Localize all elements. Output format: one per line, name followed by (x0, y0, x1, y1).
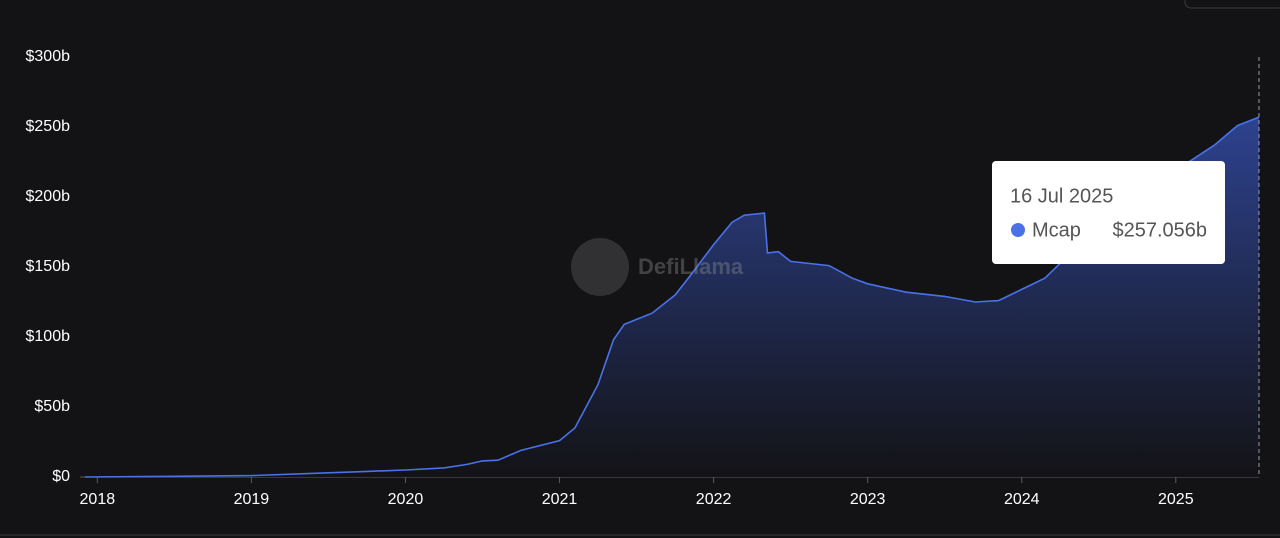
watermark: DefiLlama (571, 238, 744, 296)
tooltip-value: $257.056b (1112, 219, 1207, 241)
tooltip-title: 16 Jul 2025 (1010, 185, 1113, 207)
x-tick-label: 2018 (80, 491, 116, 508)
x-tick-label: 2024 (1004, 491, 1040, 508)
y-tick-label: $50b (34, 398, 70, 415)
y-tick-label: $200b (26, 188, 71, 205)
x-tick-label: 2019 (234, 491, 270, 508)
tooltip: 16 Jul 2025 Mcap $257.056b (992, 161, 1225, 264)
y-tick-label: $0 (52, 468, 70, 485)
y-tick-label: $250b (26, 118, 71, 135)
y-tick-label: $100b (26, 328, 71, 345)
tooltip-dot (1011, 223, 1025, 237)
x-tick-label: 2025 (1158, 491, 1194, 508)
x-tick-label: 2020 (388, 491, 424, 508)
watermark-text: DefiLlama (638, 254, 744, 279)
tooltip-series: Mcap (1032, 219, 1081, 241)
line (84, 116, 1260, 478)
y-tick-label: $300b (26, 48, 71, 65)
x-tick-label: 2023 (850, 491, 886, 508)
plot-area: $0 $50b $100b $150b $200b $250b $300b 2018 2019 2… (26, 48, 1260, 508)
tooltip-box (992, 161, 1225, 264)
x-tick-label: 2022 (696, 491, 732, 508)
y-tick-label: $150b (26, 258, 71, 275)
top-button[interactable] (1184, 0, 1280, 9)
x-tick-label: 2021 (542, 491, 578, 508)
area-fill (85, 117, 1259, 477)
